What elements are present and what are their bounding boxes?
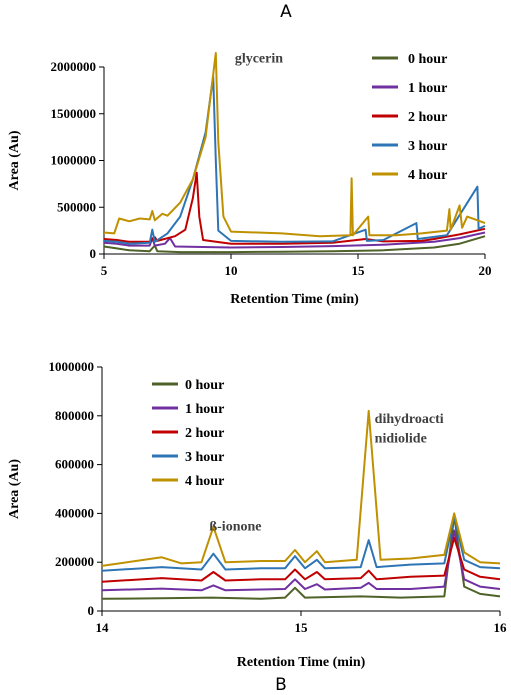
x-tick-label: 15 xyxy=(352,263,366,278)
x-axis-label: Retention Time (min) xyxy=(230,292,359,307)
y-tick-label: 2000000 xyxy=(51,59,97,74)
annotation-label: ß-ionone xyxy=(209,519,261,534)
legend-label: 0 hour xyxy=(408,52,447,67)
y-tick-label: 0 xyxy=(90,246,97,261)
y-tick-label: 400000 xyxy=(55,505,94,520)
legend-label: 2 hour xyxy=(185,426,224,441)
series-line-4-hour xyxy=(103,52,486,238)
series-line-1-hour xyxy=(103,231,486,249)
x-tick-label: 20 xyxy=(479,263,492,278)
y-axis-label: Area (Au) xyxy=(7,130,22,190)
legend-label: 4 hour xyxy=(185,474,224,489)
annotation-label: dihydroacti xyxy=(375,412,444,427)
series-line-0-hour xyxy=(103,235,486,254)
x-axis-label: Retention Time (min) xyxy=(237,655,366,670)
panel-b-letter: B xyxy=(275,675,287,695)
legend-label: 1 hour xyxy=(408,81,447,96)
series-line-3-hour xyxy=(103,75,486,245)
legend-label: 1 hour xyxy=(185,402,224,417)
series-line-2-hour xyxy=(101,536,501,583)
x-tick-label: 10 xyxy=(225,263,238,278)
chart-panel-a: 0 500000 1000000 1500000 2000000 5 10 15 20 Reten… xyxy=(7,51,492,307)
x-tick-label: 14 xyxy=(96,620,110,635)
y-tick-label: 500000 xyxy=(57,199,96,214)
annotation-label: nidiolide xyxy=(375,432,427,447)
legend-label: 3 hour xyxy=(408,139,447,154)
panel-a-letter: A xyxy=(280,2,292,22)
legend-label: 2 hour xyxy=(408,110,447,125)
legend-label: 3 hour xyxy=(185,450,224,465)
y-tick-label: 1500000 xyxy=(51,106,97,121)
legend-label: 4 hour xyxy=(408,168,447,183)
x-tick-label: 5 xyxy=(101,263,108,278)
x-tick-label: 16 xyxy=(494,620,508,635)
x-tick-label: 15 xyxy=(295,620,309,635)
y-tick-label: 1000000 xyxy=(49,359,95,374)
chart-panel-b: 0 200000 400000 600000 800000 1000000 14 15 16 Re… xyxy=(7,359,507,670)
y-tick-label: 800000 xyxy=(55,408,94,423)
legend-label: 0 hour xyxy=(185,378,224,393)
series-line-4-hour xyxy=(101,409,501,567)
y-tick-label: 200000 xyxy=(55,554,94,569)
series-line-3-hour xyxy=(101,514,501,572)
y-tick-label: 1000000 xyxy=(51,153,97,168)
series-line-1-hour xyxy=(101,529,501,592)
y-tick-label: 600000 xyxy=(55,457,94,472)
y-axis-label: Area (Au) xyxy=(7,459,22,519)
y-tick-label: 0 xyxy=(88,603,95,618)
annotation-label: glycerin xyxy=(235,51,283,66)
series-line-2-hour xyxy=(103,171,486,245)
